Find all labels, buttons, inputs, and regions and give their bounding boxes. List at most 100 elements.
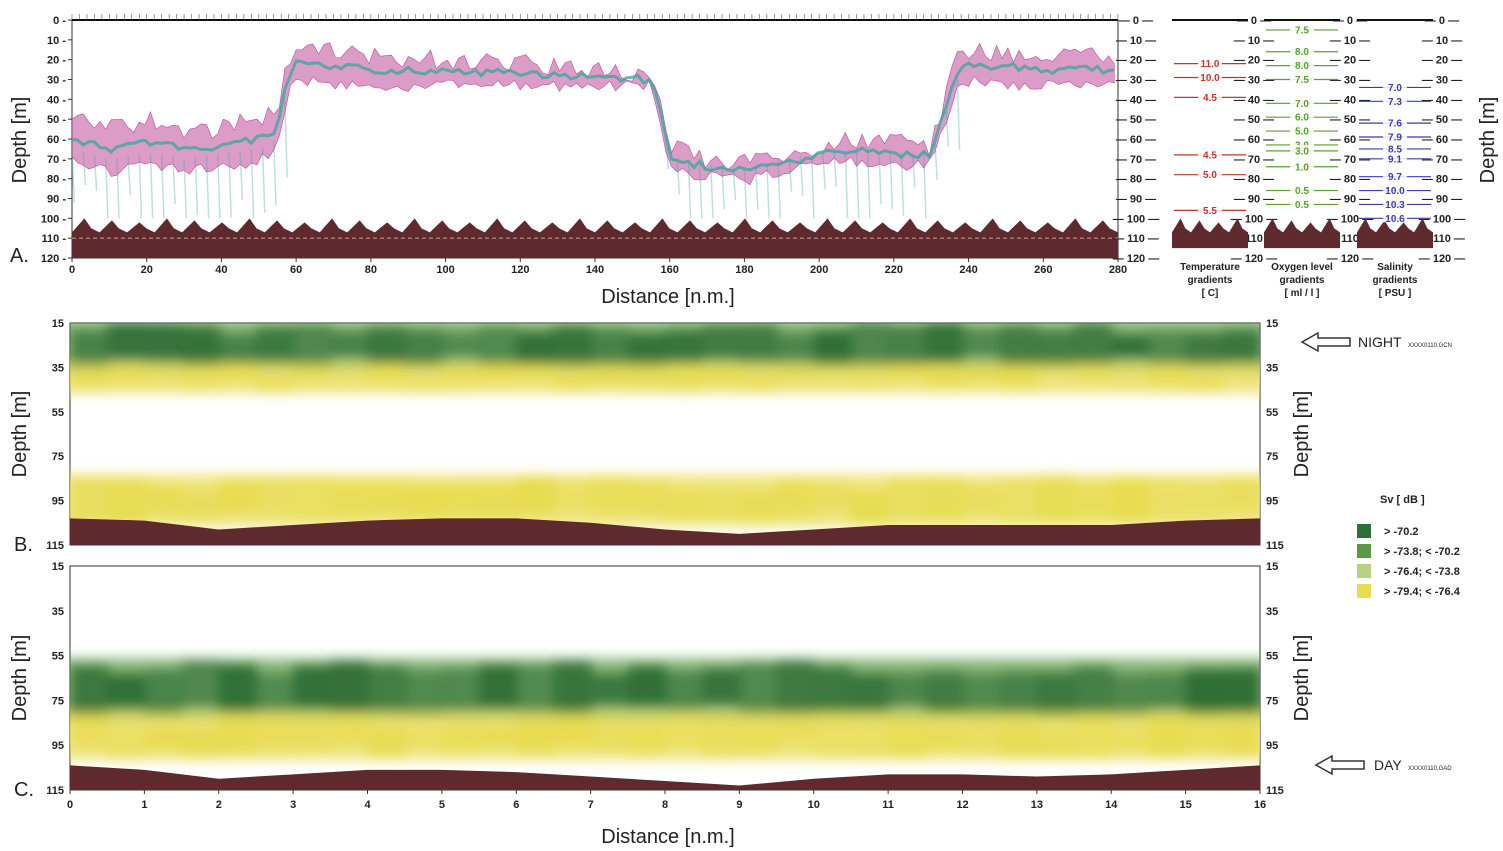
layer-cell — [1074, 666, 1113, 716]
layer-cell — [702, 488, 741, 521]
layer-cell — [107, 673, 146, 709]
layer-cell — [516, 721, 555, 753]
layer-cell — [627, 481, 666, 516]
echo-streak — [250, 149, 255, 219]
gradient-value-label: 7.5 — [1295, 75, 1309, 86]
gradient-label-bg — [1290, 73, 1314, 84]
night-file: XXXX0110.GCN — [1408, 343, 1452, 349]
depth-tick-label: — 10 — — [1116, 35, 1156, 47]
echo-streak — [844, 150, 849, 219]
x-tick-label: 280 — [1109, 264, 1127, 276]
depth-tick-label: — 20 — — [1330, 55, 1370, 67]
y-tick-label: 20 - — [47, 55, 66, 67]
layer-cell — [70, 665, 109, 718]
x-tick-label: 240 — [959, 264, 977, 276]
layer-cell — [367, 326, 406, 364]
layer-cell — [144, 372, 183, 383]
seabed-area — [72, 218, 1118, 258]
depth-tick-label: — 80 — — [1116, 174, 1156, 186]
layer-cell — [590, 722, 629, 750]
layer-cell — [999, 367, 1038, 388]
depth-tick-label: — 60 — — [1330, 134, 1370, 146]
echo-layer-core — [72, 59, 1115, 173]
panel-c-letter: C. — [14, 779, 34, 801]
panel-c-xlabel: Distance [n.m.] — [601, 826, 734, 848]
layer-cell — [590, 476, 629, 515]
layer-cell — [1222, 375, 1260, 380]
night-label: NIGHT — [1358, 334, 1402, 350]
layer-cell — [665, 488, 704, 520]
layer-cell — [739, 488, 778, 522]
oxygen-gradients: 7.58.08.07.57.06.05.03.03.01.00.50.5 — [1264, 19, 1340, 249]
depth-tick-label: — 50 — — [1422, 114, 1462, 126]
layer-cell — [330, 715, 369, 747]
layer-cell — [404, 377, 443, 389]
layer-cell — [850, 721, 890, 756]
layer-cell — [813, 374, 852, 384]
layer-cell — [1148, 672, 1187, 709]
layer-cell — [1111, 477, 1150, 523]
y-tick-label: 95 — [52, 740, 64, 752]
layer-cell — [107, 725, 146, 759]
layer-cell — [1111, 333, 1150, 358]
gradient-label-bg — [1290, 125, 1314, 136]
layer-cell — [404, 485, 443, 518]
layer-cell — [702, 324, 741, 360]
layer-cell — [441, 667, 481, 711]
gradient-label-bg — [1290, 198, 1314, 209]
layer-cell — [553, 481, 592, 512]
gradient-value-label: 11.0 — [1201, 59, 1220, 70]
gradient-value-label: 0.5 — [1295, 200, 1309, 211]
depth-tick-label: — 120 — — [1113, 253, 1159, 265]
echo-streak — [945, 109, 950, 147]
depth-tick-label: — 0 — — [1333, 15, 1367, 27]
gradient-value-label: 7.3 — [1388, 97, 1402, 108]
layer-cell — [107, 323, 146, 360]
gradient-label-bg — [1290, 160, 1314, 171]
layer-cell — [627, 724, 666, 753]
layer-cell — [850, 672, 890, 712]
layer-cell — [925, 367, 964, 386]
gradient-value-label: 4.5 — [1203, 150, 1217, 161]
panel-a-ticks: 0 20 40 60 80 100 120 140 160 180 200 220 240 260 280 0… — [41, 14, 1127, 276]
panel-a-ylabel: Depth [m] — [9, 97, 31, 184]
gradient-value-label: 5.0 — [1203, 170, 1217, 181]
layer-cell — [255, 672, 295, 711]
gradient-label-bg — [1290, 23, 1314, 34]
gradient-value-label: 10.0 — [1385, 186, 1405, 197]
layer-cell — [479, 725, 518, 747]
layer-cell — [1185, 332, 1224, 365]
y-tick-label: 115 — [46, 785, 64, 797]
layer-cell — [293, 719, 332, 751]
x-tick-label: 200 — [810, 264, 828, 276]
layer-cell — [330, 481, 369, 519]
x-tick-label: 220 — [885, 264, 903, 276]
y-tick-label: 55 — [1266, 407, 1278, 419]
layer-cell — [144, 323, 183, 361]
gradient-value-label: 10.3 — [1385, 200, 1405, 211]
depth-tick-label: — 20 — — [1234, 55, 1274, 67]
y-tick-label: 75 — [52, 451, 64, 463]
x-tick-label: 8 — [662, 799, 668, 811]
layer-cell — [367, 665, 406, 712]
layer-cell — [70, 373, 109, 386]
salinity-title: Salinity gradients [ PSU ] — [1372, 262, 1417, 299]
legend-swatch — [1357, 584, 1371, 598]
layer-cell — [962, 328, 1001, 357]
echo-streak — [183, 158, 188, 219]
layer-cell — [553, 661, 592, 714]
night-annotation: NIGHT XXXX0110.GCN — [1300, 331, 1452, 353]
heatmap-layers — [70, 658, 1260, 761]
y-tick-label: 10 - — [47, 35, 66, 47]
layer-cell — [144, 669, 183, 717]
layer-cell — [665, 670, 704, 709]
x-tick-label: 160 — [661, 264, 679, 276]
svg-text:Temperature: Temperature — [1180, 262, 1240, 273]
echo-streak — [934, 142, 938, 180]
layer-cell — [293, 370, 332, 384]
layer-cell — [553, 375, 592, 388]
layer-cell — [1074, 717, 1113, 759]
layer-cell — [962, 722, 1001, 753]
y-tick-label: 75 — [52, 695, 64, 707]
seabed-area — [70, 518, 1260, 545]
